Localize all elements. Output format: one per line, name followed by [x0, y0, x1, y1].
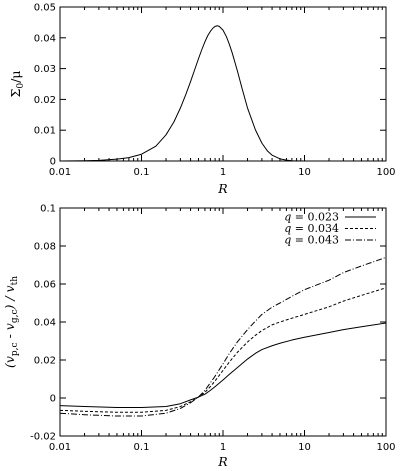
y-tick-label-top: 0.01: [34, 126, 56, 137]
legend-label-variable: q: [284, 234, 291, 247]
y-tick-label-bottom: 0: [50, 394, 56, 405]
series-layer-top: [59, 25, 330, 162]
y-tick-label-bottom: -0.02: [30, 432, 56, 443]
x-tick-label-top: 100: [376, 167, 395, 178]
x-axis-title-bottom: R: [217, 454, 227, 469]
panel-surface-density: 0.01 0.1 1 10 100 00.010.020.030.040.05 R Σ0…: [8, 3, 396, 197]
x-tick-label-top: 10: [298, 167, 311, 178]
x-tick-label-bottom: 1: [220, 442, 226, 453]
legend-label-value: = 0.043: [291, 234, 339, 247]
y-title-bottom-part-6: th: [10, 276, 20, 286]
x-tick-label-top: 0.1: [134, 167, 150, 178]
legend-label: q = 0.034: [284, 222, 339, 235]
y-title-top-symbol: Σ: [8, 89, 23, 98]
y-tick-label-bottom: 0.08: [34, 242, 56, 253]
legend-label-value: = 0.023: [291, 211, 339, 224]
x-axis-title-top: R: [217, 181, 227, 196]
y-tick-label-top: 0: [50, 157, 56, 168]
x-tick-label-bottom: 10: [298, 442, 311, 453]
legend-label: q = 0.023: [284, 211, 339, 224]
x-tick-label-bottom: 100: [376, 442, 395, 453]
y-title-top-subscript: 0: [16, 83, 26, 89]
y-tick-label-top: 0.02: [34, 95, 56, 106]
x-tick-label-top: 1: [220, 167, 226, 178]
series-layer-bottom: [59, 256, 387, 417]
y-tick-label-top: 0.04: [34, 33, 56, 44]
series-line-bottom-1: [59, 322, 387, 408]
y-title-bottom-part-1: (v: [2, 356, 17, 368]
legend-label-value: = 0.034: [291, 222, 339, 235]
y-title-bottom-part-2: p,c: [10, 342, 20, 356]
legend-label-variable: q: [284, 222, 291, 235]
legend-label: q = 0.043: [284, 234, 339, 247]
y-tick-label-bottom: 0.1: [40, 204, 56, 215]
x-tick-label-bottom: 0.01: [49, 442, 71, 453]
legend-label-variable: q: [284, 211, 291, 224]
y-title-bottom-part-4: g,c: [10, 310, 20, 324]
x-axis-bottom: 0.01 0.1 1 10 100: [49, 208, 396, 453]
y-tick-label-top: 0.05: [34, 3, 56, 14]
y-tick-label-bottom: 0.02: [34, 356, 56, 367]
series-line-bottom-3: [59, 256, 387, 417]
y-tick-label-top: 0.03: [34, 64, 56, 75]
panel-velocity: 0.01 0.1 1 10 100 -0.0200.020.040.060.080.1 …: [2, 204, 396, 470]
plot-area-top: 0.01 0.1 1 10 100 00.010.020.030.040.05: [34, 3, 396, 179]
x-axis-top: 0.01 0.1 1 10 100: [49, 7, 396, 178]
y-axis-title-bottom: (vp,c - vg,c) / vth: [2, 276, 20, 368]
y-axis-bottom: -0.02 0 0.02 0.04 0.06 0.08 0.1: [30, 204, 386, 443]
y-axis-top: 0 0.01 0.02 0.03 0.04 0.05: [34, 3, 386, 168]
x-tick-label-top: 0.01: [49, 167, 71, 178]
y-title-bottom-part-3: - v: [2, 323, 17, 342]
y-tick-label-bottom: 0.04: [34, 318, 56, 329]
y-title-bottom-part-5: ) / v: [2, 285, 17, 310]
series-line-bottom-2: [59, 287, 387, 413]
plot-area-bottom: 0.01 0.1 1 10 100 -0.0200.020.040.060.080.1 …: [30, 204, 395, 454]
x-tick-label-bottom: 0.1: [134, 442, 150, 453]
series-line-top-1: [59, 25, 330, 162]
y-title-top-tail: /μ: [8, 71, 23, 83]
y-axis-title-top: Σ0/μ: [8, 71, 26, 98]
y-tick-label-bottom: 0.06: [34, 280, 56, 291]
